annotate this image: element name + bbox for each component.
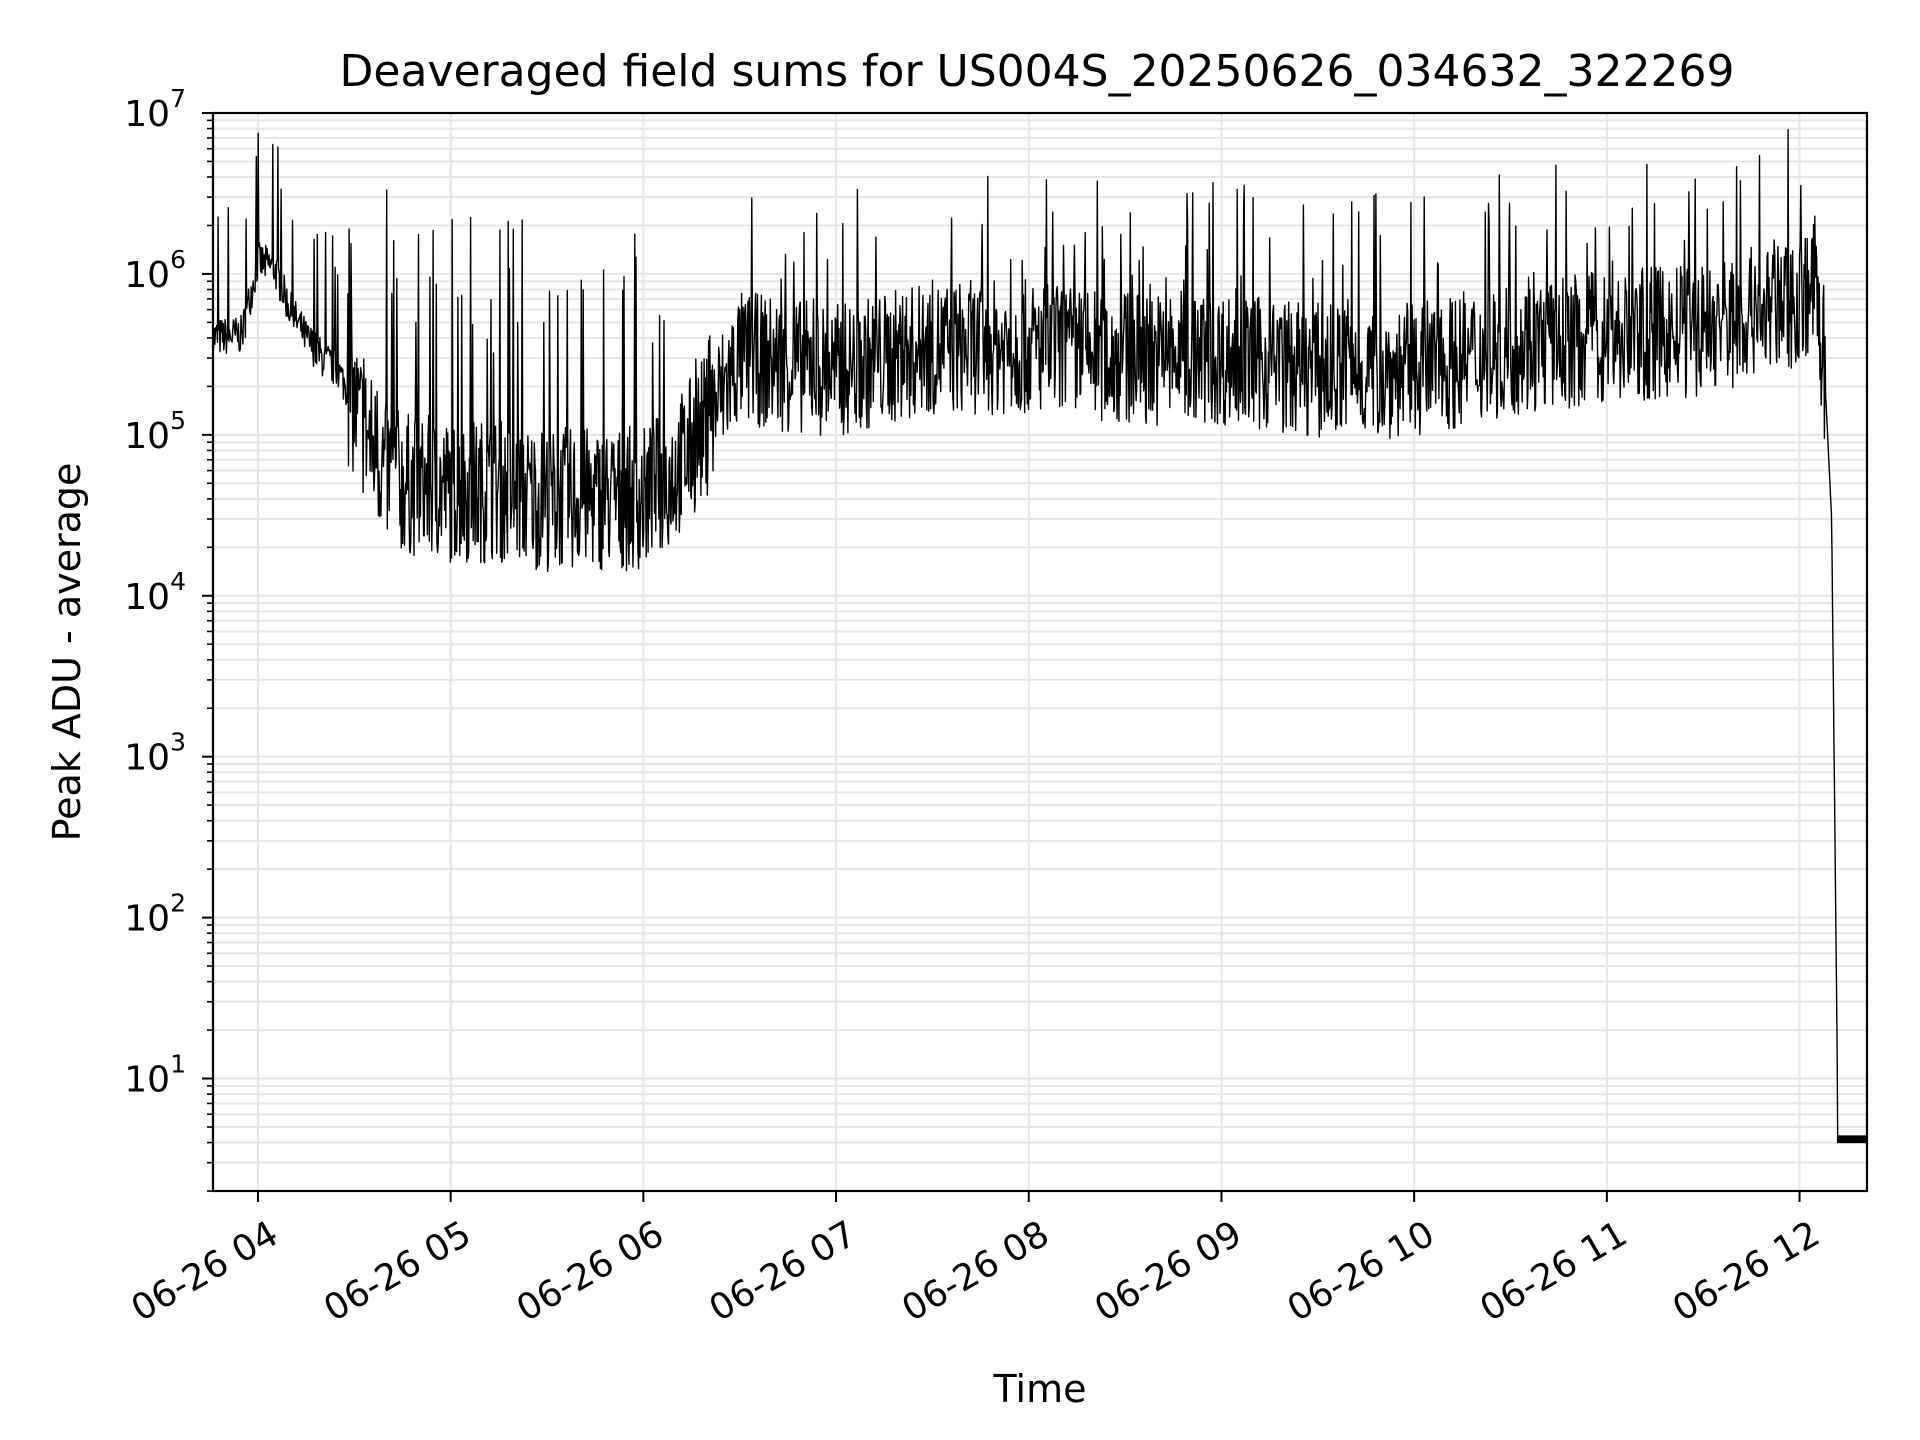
y-tick-label: 104 (124, 567, 186, 618)
x-axis: 06-26 04 06-26 05 06-26 06 06-26 07 06-26 08… (125, 1191, 1827, 1330)
series-line (212, 129, 1868, 1144)
y-tick-label: 106 (124, 245, 186, 296)
y-tick-label: 103 (124, 728, 186, 779)
x-tick-label: 06-26 04 (125, 1213, 286, 1329)
x-tick-label: 06-26 05 (317, 1213, 478, 1329)
x-tick-label: 06-26 12 (1666, 1213, 1827, 1329)
plot-area (212, 129, 1868, 1144)
x-tick-label: 06-26 11 (1473, 1213, 1634, 1329)
x-tick-label: 06-26 09 (1088, 1213, 1249, 1329)
y-tick-label: 101 (124, 1050, 186, 1101)
y-axis-label: Peak ADU - average (45, 463, 89, 842)
chart-title: Deaveraged field sums for US004S_2025062… (340, 46, 1735, 97)
x-axis-label: Time (993, 1367, 1087, 1411)
grid (213, 112, 1867, 1192)
x-tick-label: 06-26 08 (895, 1213, 1056, 1329)
x-tick-label: 06-26 10 (1281, 1213, 1442, 1329)
plot-frame (211, 111, 1869, 1193)
y-axis: 101 102 103 104 105 106 107 (124, 84, 213, 1192)
y-tick-label: 105 (124, 406, 186, 457)
x-tick-label: 06-26 06 (510, 1213, 671, 1329)
y-tick-label: 107 (124, 84, 186, 135)
x-tick-label: 06-26 07 (703, 1213, 864, 1329)
y-tick-label: 102 (124, 889, 186, 940)
